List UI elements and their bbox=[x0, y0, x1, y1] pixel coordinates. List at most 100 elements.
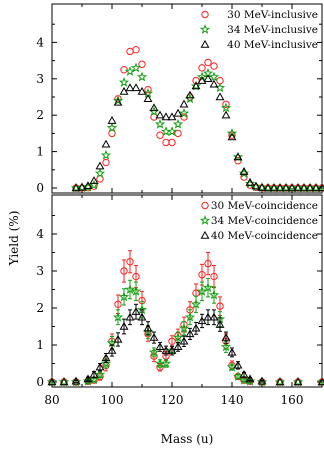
series bbox=[71, 74, 324, 192]
data-point-triangle bbox=[239, 167, 249, 175]
data-point-circle bbox=[120, 267, 128, 275]
data-point-triangle bbox=[257, 183, 267, 191]
data-point-triangle bbox=[137, 86, 147, 95]
data-point-triangle bbox=[191, 81, 201, 90]
y-tick-label: 1 bbox=[36, 338, 44, 352]
data-point-star bbox=[178, 107, 190, 118]
data-point-star bbox=[208, 71, 220, 82]
panel-inclusive: 0 1 2 3 4 30 MeV-inclusive 34 MeV-inclusive 40 … bbox=[36, 3, 324, 195]
legend-label: 30 MeV-inclusive bbox=[227, 9, 318, 21]
data-point-circle bbox=[204, 58, 212, 67]
data-point-triangle bbox=[281, 183, 291, 192]
data-point-triangle bbox=[263, 183, 273, 192]
data-point-triangle bbox=[143, 323, 153, 332]
data-point-star bbox=[106, 122, 118, 133]
data-point-circle bbox=[201, 10, 209, 19]
data-point-triangle bbox=[137, 312, 147, 321]
data-point-star bbox=[94, 369, 106, 379]
data-point-star bbox=[112, 311, 124, 322]
data-point-triangle bbox=[161, 112, 171, 121]
data-point-triangle bbox=[101, 139, 111, 148]
data-point-star bbox=[199, 215, 211, 225]
series bbox=[46, 277, 324, 387]
y-tick-label: 0 bbox=[36, 375, 44, 389]
y-tick-label: 2 bbox=[36, 301, 44, 315]
data-point-triangle bbox=[275, 377, 285, 386]
data-point-triangle bbox=[125, 312, 135, 321]
legend-label: 34 MeV-inclusive bbox=[227, 24, 318, 36]
legend: 30 MeV-coincidence 34 MeV-coincidence 40 M… bbox=[199, 200, 318, 242]
data-point-star bbox=[118, 77, 130, 87]
data-point-star bbox=[316, 182, 324, 193]
data-point-circle bbox=[234, 157, 242, 165]
data-point-star bbox=[130, 62, 142, 73]
data-point-star bbox=[46, 376, 58, 387]
x-axis-label: Mass (u) bbox=[161, 432, 214, 446]
data-point-triangle bbox=[173, 342, 183, 351]
legend-label: 30 MeV-coincidence bbox=[211, 200, 318, 212]
data-point-circle bbox=[204, 259, 212, 268]
data-point-star bbox=[226, 361, 238, 372]
y-tick-label: 3 bbox=[36, 72, 44, 86]
data-point-star bbox=[190, 80, 202, 91]
data-point-circle bbox=[126, 47, 134, 56]
data-point-triangle bbox=[221, 332, 231, 341]
data-point-triangle bbox=[185, 90, 195, 99]
data-point-circle bbox=[198, 64, 206, 72]
data-point-circle bbox=[180, 113, 188, 121]
data-point-triangle bbox=[311, 183, 321, 192]
data-point-circle bbox=[162, 138, 170, 147]
data-point-triangle bbox=[269, 183, 279, 192]
legend-entry: 40 MeV-inclusive bbox=[200, 39, 318, 51]
data-point-triangle bbox=[215, 320, 225, 328]
data-point-circle bbox=[126, 258, 134, 266]
data-point-star bbox=[196, 71, 208, 82]
data-point-star bbox=[214, 82, 226, 93]
data-point-triangle bbox=[77, 182, 87, 191]
data-point-triangle bbox=[287, 183, 297, 192]
plot-frame bbox=[51, 3, 323, 194]
data-point-circle bbox=[120, 66, 128, 74]
data-point-triangle bbox=[203, 74, 213, 82]
data-point-star bbox=[220, 102, 232, 113]
plot-frame bbox=[51, 194, 323, 388]
legend: 30 MeV-inclusive 34 MeV-inclusive 40 MeV-i… bbox=[199, 9, 318, 51]
data-point-triangle bbox=[293, 377, 303, 386]
y-axis-label: Yield (%) bbox=[7, 211, 21, 267]
data-point-star bbox=[172, 118, 184, 129]
data-point-circle bbox=[174, 129, 182, 138]
data-point-triangle bbox=[155, 342, 165, 351]
data-point-circle bbox=[132, 45, 140, 54]
data-point-star bbox=[172, 332, 184, 342]
data-point-circle bbox=[228, 131, 236, 139]
data-point-triangle bbox=[101, 353, 111, 362]
data-point-triangle bbox=[107, 116, 117, 124]
panel-coincidence: 0 1 2 3 4 80 100 120 140 160 30 MeV-coincidence 34 … bbox=[36, 194, 324, 407]
data-point-triangle bbox=[191, 323, 201, 332]
data-point-star bbox=[130, 285, 142, 296]
data-point-star bbox=[220, 341, 232, 352]
data-point-triangle bbox=[113, 97, 123, 106]
data-point-star bbox=[316, 376, 324, 387]
legend-label: 40 MeV-coincidence bbox=[211, 230, 318, 242]
data-point-star bbox=[202, 282, 214, 293]
data-point-star bbox=[160, 358, 172, 368]
legend-label: 34 MeV-coincidence bbox=[211, 215, 318, 227]
data-point-triangle bbox=[95, 362, 105, 371]
x-tick-label: 100 bbox=[101, 393, 124, 407]
data-point-star bbox=[208, 289, 220, 300]
data-point-triangle bbox=[95, 161, 105, 170]
data-point-triangle bbox=[245, 374, 255, 383]
data-point-star bbox=[232, 371, 244, 381]
data-point-triangle bbox=[131, 83, 141, 92]
data-point-star bbox=[184, 311, 196, 322]
data-point-star bbox=[166, 126, 178, 136]
data-point-star bbox=[124, 284, 136, 294]
y-tick-label: 4 bbox=[36, 35, 44, 49]
data-point-triangle bbox=[233, 360, 243, 369]
data-point-circle bbox=[156, 131, 164, 139]
data-point-circle bbox=[102, 158, 110, 167]
data-point-star bbox=[148, 346, 160, 357]
data-point-triangle bbox=[197, 316, 207, 325]
data-point-triangle bbox=[155, 110, 165, 119]
